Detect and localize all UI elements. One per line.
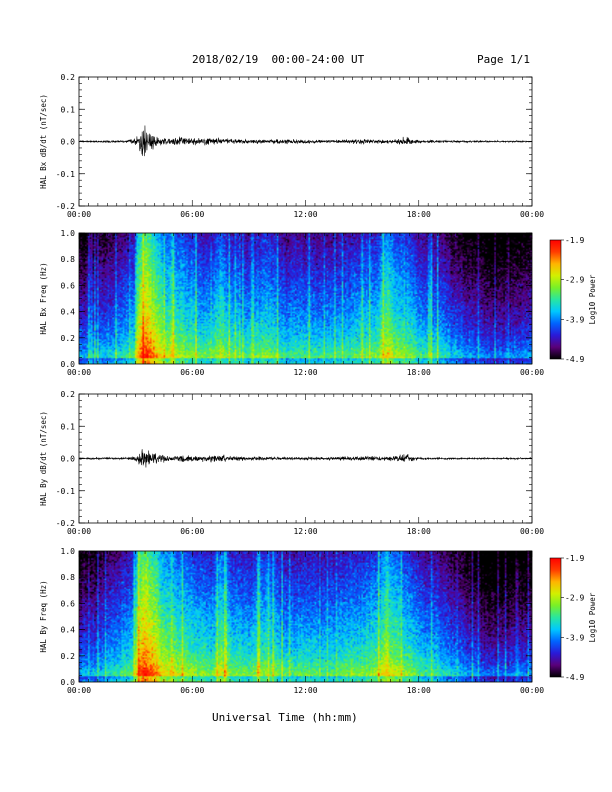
panel-by-spectrogram: 00:00 06:00 12:00 18:00 00:000.00.20.40.60.8… bbox=[39, 547, 597, 695]
y-tick-label: 0.4 bbox=[61, 308, 76, 317]
y-tick-label: -0.1 bbox=[56, 487, 75, 496]
x-tick-label: 00:00 bbox=[520, 527, 544, 536]
x-tick-label: 06:00 bbox=[180, 686, 204, 695]
y-tick-label: 1.0 bbox=[61, 547, 76, 556]
x-tick-label: 18:00 bbox=[407, 368, 431, 377]
y-tick-label: 0.2 bbox=[61, 652, 76, 661]
y-tick-label: 0.1 bbox=[61, 422, 76, 431]
y-axis-label: HAL Bx dB/dt (nT/sec) bbox=[39, 94, 48, 189]
signal-trace bbox=[78, 125, 533, 157]
x-tick-label: 00:00 bbox=[67, 686, 91, 695]
y-tick-label: -0.2 bbox=[56, 519, 75, 528]
colorbar-tick-label: -4.9 bbox=[565, 673, 584, 682]
y-axis-label: HAL By Freq (Hz) bbox=[39, 580, 48, 652]
colorbar-label: Log10 Power bbox=[588, 274, 597, 324]
y-tick-label: 0.2 bbox=[61, 73, 76, 82]
y-tick-label: 0.0 bbox=[61, 138, 76, 147]
x-axis-title: Universal Time (hh:mm) bbox=[212, 711, 358, 724]
colorbar-tick-label: -3.9 bbox=[565, 633, 584, 642]
y-tick-label: 0.2 bbox=[61, 390, 76, 399]
y-tick-label: 0.0 bbox=[61, 360, 76, 369]
y-tick-label: 0.6 bbox=[61, 281, 76, 290]
x-tick-label: 00:00 bbox=[520, 686, 544, 695]
x-tick-label: 00:00 bbox=[67, 527, 91, 536]
y-tick-label: 0.0 bbox=[61, 678, 76, 687]
y-tick-label: 0.8 bbox=[61, 573, 76, 582]
x-tick-label: 06:00 bbox=[180, 368, 204, 377]
colorbar-tick-label: -1.9 bbox=[565, 554, 584, 563]
colorbar-tick-label: -2.9 bbox=[565, 276, 584, 285]
colorbar bbox=[549, 557, 562, 678]
x-tick-label: 12:00 bbox=[293, 210, 317, 219]
x-tick-label: 00:00 bbox=[520, 210, 544, 219]
y-axis-label: HAL Bx Freq (Hz) bbox=[39, 262, 48, 334]
y-tick-label: 0.8 bbox=[61, 255, 76, 264]
x-tick-label: 18:00 bbox=[407, 686, 431, 695]
x-tick-label: 00:00 bbox=[67, 210, 91, 219]
x-tick-label: 06:00 bbox=[180, 527, 204, 536]
spectrogram-image bbox=[79, 551, 532, 682]
spectrogram-image bbox=[79, 233, 532, 364]
panel-bx-dbdt: 00:00 06:00 12:00 18:00 00:00-0.2-0.10.00.10… bbox=[39, 73, 544, 219]
panel-by-dbdt: 00:00 06:00 12:00 18:00 00:00-0.2-0.10.00.10… bbox=[39, 390, 544, 536]
colorbar bbox=[549, 239, 562, 360]
panel-bx-spectrogram: 00:00 06:00 12:00 18:00 00:000.00.20.40.60.8… bbox=[39, 229, 597, 377]
y-tick-label: 0.6 bbox=[61, 599, 76, 608]
x-tick-label: 06:00 bbox=[180, 210, 204, 219]
x-tick-label: 12:00 bbox=[293, 686, 317, 695]
page-number: Page 1/1 bbox=[477, 53, 530, 66]
y-tick-label: -0.2 bbox=[56, 202, 75, 211]
x-tick-label: 12:00 bbox=[293, 368, 317, 377]
y-tick-label: 0.2 bbox=[61, 334, 76, 343]
colorbar-label: Log10 Power bbox=[588, 592, 597, 642]
page-title: 2018/02/19 00:00-24:00 UT bbox=[192, 53, 365, 66]
y-tick-label: 0.4 bbox=[61, 626, 76, 635]
x-tick-label: 18:00 bbox=[407, 527, 431, 536]
colorbar-tick-label: -4.9 bbox=[565, 355, 584, 364]
x-tick-label: 18:00 bbox=[407, 210, 431, 219]
x-tick-label: 12:00 bbox=[293, 527, 317, 536]
colorbar-tick-label: -2.9 bbox=[565, 594, 584, 603]
x-tick-label: 00:00 bbox=[520, 368, 544, 377]
colorbar-tick-label: -1.9 bbox=[565, 236, 584, 245]
colorbar-tick-label: -3.9 bbox=[565, 315, 584, 324]
signal-trace bbox=[78, 449, 533, 468]
y-tick-label: 0.0 bbox=[61, 455, 76, 464]
x-tick-label: 00:00 bbox=[67, 368, 91, 377]
y-axis-label: HAL By dB/dt (nT/sec) bbox=[39, 411, 48, 506]
y-tick-label: 0.1 bbox=[61, 105, 76, 114]
y-tick-label: 1.0 bbox=[61, 229, 76, 238]
y-tick-label: -0.1 bbox=[56, 170, 75, 179]
